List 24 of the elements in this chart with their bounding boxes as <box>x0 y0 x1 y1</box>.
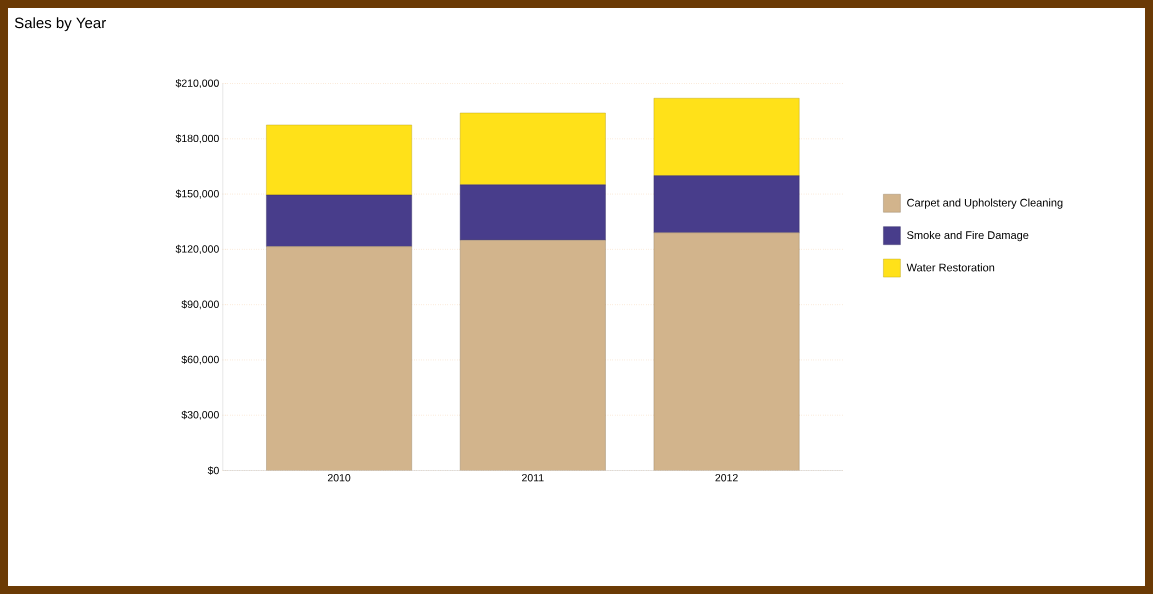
bar <box>653 232 800 471</box>
bar <box>653 175 800 233</box>
bar <box>459 184 606 241</box>
bar <box>459 239 606 471</box>
y-tick-label: $180,000 <box>175 134 219 144</box>
bar <box>266 124 412 196</box>
legend-label: Carpet and Upholstery Cleaning <box>907 198 1063 209</box>
y-tick-label: $120,000 <box>175 244 219 254</box>
legend-label: Water Restoration <box>906 263 995 272</box>
x-tick-label: 2012 <box>715 474 738 482</box>
legend-label: Smoke and Fire Damage <box>907 230 1029 242</box>
bar <box>266 194 412 247</box>
y-tick-label: $210,000 <box>175 78 219 89</box>
bar <box>459 112 606 186</box>
y-tick-label: $60,000 <box>181 355 219 365</box>
bar <box>266 246 412 471</box>
text: Sales by Year <box>14 17 106 32</box>
x-tick-label: 2010 <box>327 474 351 482</box>
y-tick-label: $150,000 <box>175 189 219 199</box>
bar <box>653 98 800 176</box>
y-tick-label: $30,000 <box>181 410 219 420</box>
x-tick-label: 2011 <box>522 474 544 482</box>
y-tick-label: $90,000 <box>181 300 219 310</box>
y-tick-label: $0 <box>207 466 219 475</box>
